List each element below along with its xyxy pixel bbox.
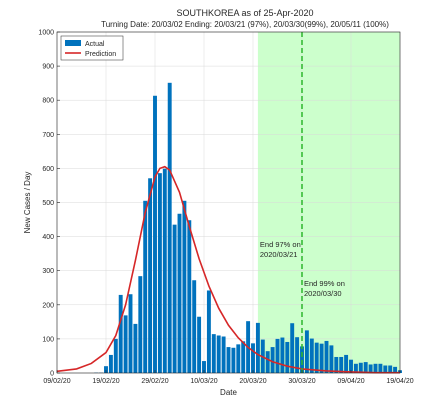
bar-actual xyxy=(211,334,216,373)
bar-actual xyxy=(304,330,309,373)
x-tick-label: 09/04/20 xyxy=(337,378,364,385)
annotation-line: End 99% on xyxy=(304,279,345,288)
y-tick-label: 400 xyxy=(42,234,54,241)
bar-actual xyxy=(324,340,329,373)
bar-actual xyxy=(349,359,353,373)
bar-actual xyxy=(270,347,275,373)
y-axis-ticks: 0 100 200 300 400 500 600 700 800 900 1000 xyxy=(38,30,60,378)
bar-actual xyxy=(358,362,363,373)
annotation-line: End 97% on xyxy=(260,240,301,249)
bar-actual xyxy=(133,323,138,373)
legend-label-prediction: Prediction xyxy=(85,51,116,58)
x-tick-label: 20/03/20 xyxy=(239,378,266,385)
bar-actual xyxy=(113,338,118,373)
bar-actual xyxy=(393,366,398,373)
bar-actual xyxy=(363,362,368,373)
y-axis-label: New Cases / Day xyxy=(23,172,32,234)
bar-actual xyxy=(373,363,378,373)
y-tick-label: 500 xyxy=(42,200,54,207)
bar-actual xyxy=(104,366,108,373)
bar-actual xyxy=(172,224,177,373)
bar-actual xyxy=(241,341,246,373)
bar-actual xyxy=(295,337,300,373)
bar-actual xyxy=(221,336,226,373)
bar-actual xyxy=(236,344,241,373)
actual-bars xyxy=(94,82,402,374)
bar-actual xyxy=(153,95,157,373)
bar-actual xyxy=(275,338,280,373)
x-tick-label: 19/02/20 xyxy=(92,378,119,385)
y-tick-label: 1000 xyxy=(38,30,54,37)
y-tick-label: 800 xyxy=(42,98,54,105)
bar-actual xyxy=(167,82,172,374)
bar-actual xyxy=(334,356,339,373)
x-tick-label: 19/04/20 xyxy=(386,378,413,385)
chart-subtitle: Turning Date: 20/03/02 Ending: 20/03/21 … xyxy=(101,20,389,29)
annotation-line: 2020/03/30 xyxy=(304,289,342,298)
bar-actual xyxy=(255,322,260,373)
bar-actual xyxy=(182,200,187,373)
bar-actual xyxy=(206,290,211,373)
legend-swatch-actual xyxy=(65,40,81,46)
bar-actual xyxy=(123,315,128,373)
bar-actual xyxy=(339,356,344,373)
bar-actual xyxy=(143,200,148,373)
legend: Actual Prediction xyxy=(60,35,124,61)
bar-actual xyxy=(187,220,192,373)
annotation-label: End 99% on 2020/03/30 xyxy=(304,279,345,298)
y-tick-label: 300 xyxy=(42,268,54,275)
bar-actual xyxy=(226,347,231,373)
bar-actual xyxy=(128,294,133,373)
bar-actual xyxy=(329,345,334,373)
y-tick-label: 700 xyxy=(42,132,54,139)
bar-actual xyxy=(383,365,388,373)
bar-actual xyxy=(300,346,304,373)
y-tick-label: 600 xyxy=(42,166,54,173)
x-tick-label: 30/03/20 xyxy=(288,378,315,385)
bar-actual xyxy=(388,365,393,373)
bar-actual xyxy=(118,294,123,373)
prediction-line xyxy=(56,165,400,374)
bar-actual xyxy=(148,178,153,373)
chart-title: SOUTHKOREA as of 25-Apr-2020 xyxy=(176,8,313,18)
bar-actual xyxy=(344,354,349,373)
bar-actual xyxy=(314,342,319,373)
x-axis-label: Date xyxy=(220,388,237,397)
bar-actual xyxy=(319,343,324,373)
bar-actual xyxy=(157,173,162,373)
bar-actual xyxy=(231,347,236,373)
bar-actual xyxy=(162,168,167,373)
bar-actual xyxy=(285,341,290,373)
bar-actual xyxy=(138,276,143,373)
bar-actual xyxy=(251,343,255,373)
bar-actual xyxy=(108,354,113,373)
bar-actual xyxy=(368,364,373,373)
bar-actual xyxy=(353,363,358,373)
legend-label-actual: Actual xyxy=(85,41,105,48)
y-tick-label: 100 xyxy=(42,336,54,343)
bar-actual xyxy=(265,351,270,373)
annotations: End 97% on 2020/03/21 End 99% on 2020/03/30 xyxy=(260,240,345,298)
y-tick-label: 200 xyxy=(42,302,54,309)
bar-actual xyxy=(280,337,285,373)
annotation-line: 2020/03/21 xyxy=(260,250,298,259)
bar-actual xyxy=(202,361,206,373)
bar-actual xyxy=(309,338,314,373)
bar-actual xyxy=(197,316,202,373)
x-tick-label: 09/02/20 xyxy=(43,378,70,385)
x-tick-label: 29/02/20 xyxy=(141,378,168,385)
y-tick-label: 900 xyxy=(42,64,54,71)
bar-actual xyxy=(192,280,197,373)
bar-actual xyxy=(216,335,221,373)
y-tick-label: 0 xyxy=(50,371,54,378)
x-tick-label: 10/03/20 xyxy=(190,378,217,385)
x-axis-ticks: 09/02/20 19/02/20 29/02/20 10/03/20 20/03/20… xyxy=(43,370,414,385)
bar-actual xyxy=(378,363,383,373)
bar-actual xyxy=(177,213,182,373)
bar-actual xyxy=(290,323,295,373)
annotation-label: End 97% on 2020/03/21 xyxy=(260,240,301,259)
